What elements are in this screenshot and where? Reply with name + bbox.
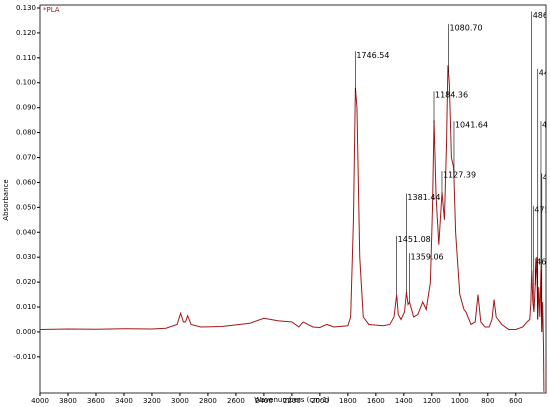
x-tick-label: 3800 bbox=[59, 397, 77, 405]
x-tick-label: 1000 bbox=[451, 397, 469, 405]
x-tick-label: 600 bbox=[509, 397, 522, 405]
annotation-label: 4 bbox=[542, 121, 547, 130]
y-tick-label: 0.110 bbox=[16, 54, 36, 62]
y-axis-label: Absorbance bbox=[2, 179, 10, 220]
annotation-label: 461 bbox=[536, 258, 550, 267]
x-tick-label: 1800 bbox=[339, 397, 357, 405]
y-tick-label: 0.000 bbox=[16, 328, 36, 336]
annotation-label: 1746.54 bbox=[356, 51, 389, 60]
x-tick-label: 1400 bbox=[395, 397, 413, 405]
y-tick-label: -0.010 bbox=[13, 353, 36, 361]
x-tick-label: 2800 bbox=[199, 397, 217, 405]
y-tick-label: 0.100 bbox=[16, 79, 36, 87]
annotation-label: 1041.64 bbox=[455, 121, 488, 130]
x-tick-label: 2200 bbox=[283, 397, 301, 405]
y-tick-label: 0.040 bbox=[16, 228, 36, 236]
annotation-label: 486486 bbox=[533, 11, 550, 20]
x-tick-label: 4000 bbox=[31, 397, 49, 405]
x-tick-label: 1200 bbox=[423, 397, 441, 405]
annotation-label: 4 bbox=[543, 173, 548, 182]
annotation-label: 1127.39 bbox=[443, 170, 476, 179]
y-tick-label: 0.020 bbox=[16, 278, 36, 286]
x-tick-label: 3400 bbox=[115, 397, 133, 405]
x-tick-label: 2400 bbox=[255, 397, 273, 405]
x-tick-label: 3200 bbox=[143, 397, 161, 405]
legend-label: *PLA bbox=[43, 6, 60, 14]
x-tick-label: 2600 bbox=[227, 397, 245, 405]
x-tick-label: 800 bbox=[481, 397, 494, 405]
spectrum-line bbox=[40, 65, 545, 392]
y-tick-label: 0.130 bbox=[16, 4, 36, 12]
y-tick-label: 0.030 bbox=[16, 253, 36, 261]
y-tick-label: 0.080 bbox=[16, 129, 36, 137]
x-tick-label: 3000 bbox=[171, 397, 189, 405]
annotation-label: 1184.36 bbox=[435, 91, 468, 100]
y-tick-label: 0.060 bbox=[16, 178, 36, 186]
y-tick-label: 0.050 bbox=[16, 203, 36, 211]
y-tick-label: 0.090 bbox=[16, 104, 36, 112]
y-tick-label: 0.070 bbox=[16, 154, 36, 162]
annotation-label: 1359.06 bbox=[411, 253, 444, 262]
plot-frame bbox=[39, 4, 547, 394]
x-tick-label: 3600 bbox=[87, 397, 105, 405]
x-tick-label: 1600 bbox=[367, 397, 385, 405]
plot-area: 1746.54 1080.70 1184.36 1041.64 1127.39 1381.… bbox=[40, 11, 550, 392]
annotation-label: 443 bbox=[539, 68, 550, 77]
annotation-label: 475.2 bbox=[534, 205, 550, 214]
annotation-label: 1080.70 bbox=[450, 23, 483, 32]
y-tick-label: 0.120 bbox=[16, 29, 36, 37]
x-tick-label: 2000 bbox=[311, 397, 329, 405]
x-axis-label: Wavenumbers (cm-1) bbox=[254, 396, 330, 404]
y-tick-label: 0.010 bbox=[16, 303, 36, 311]
annotation-label: 1451.08 bbox=[398, 235, 431, 244]
annotation-label: 1381.44 bbox=[407, 193, 440, 202]
